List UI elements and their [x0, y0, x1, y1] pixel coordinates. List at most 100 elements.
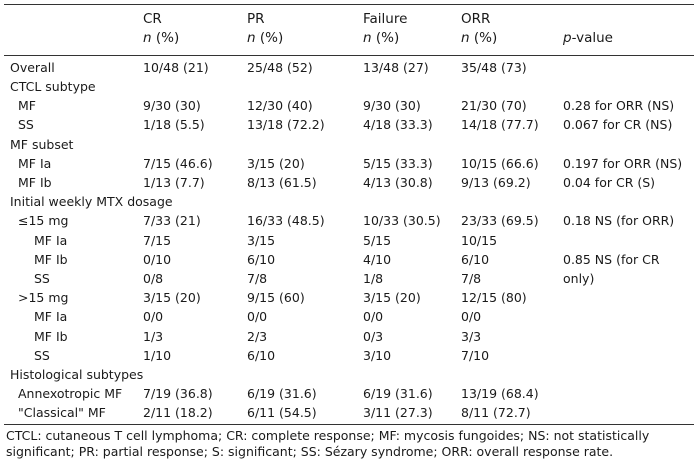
cell-orr: 6/10	[461, 252, 490, 267]
cell-pr: 6/10	[247, 348, 276, 363]
row-label: ≤15 mg	[18, 213, 69, 228]
cell-orr: 35/48 (73)	[461, 60, 527, 75]
cell-orr: 13/19 (68.4)	[461, 386, 539, 401]
table-top-rule	[4, 4, 694, 5]
cell-p: 0.18 NS (for ORR)	[563, 213, 675, 228]
cell-cr: 3/15 (20)	[143, 290, 201, 305]
cell-pr: 2/3	[247, 329, 268, 344]
subheader-unit: (%)	[371, 30, 400, 46]
column-header-pr: PR	[247, 11, 265, 27]
row-label: MF subset	[10, 137, 74, 152]
cell-fail: 6/19 (31.6)	[363, 386, 433, 401]
column-header-fail: Failure	[363, 11, 408, 27]
cell-orr: 8/11 (72.7)	[461, 405, 531, 420]
row-label: SS	[18, 117, 34, 132]
cell-orr: 10/15	[461, 233, 498, 248]
subheader-n: n	[461, 30, 470, 46]
subheader-unit: (%)	[151, 30, 180, 46]
column-subheader-orr: n (%)	[461, 31, 497, 46]
subheader-n: n	[247, 30, 256, 46]
cell-p: 0.067 for CR (NS)	[563, 117, 673, 132]
cell-pr: 7/8	[247, 271, 268, 286]
cell-orr: 0/0	[461, 309, 482, 324]
cell-pr: 9/15 (60)	[247, 290, 305, 305]
cell-cr: 9/30 (30)	[143, 98, 201, 113]
row-label: MF Ia	[18, 156, 52, 171]
cell-pr: 12/30 (40)	[247, 98, 313, 113]
cell-pr: 3/15 (20)	[247, 156, 305, 171]
row-label: MF Ib	[34, 252, 68, 267]
row-label: Overall	[10, 60, 55, 75]
cell-orr: 7/8	[461, 271, 482, 286]
cell-p: 0.85 NS (for CR	[563, 252, 660, 267]
column-subheader-cr: n (%)	[143, 31, 179, 46]
cell-pr: 6/10	[247, 252, 276, 267]
row-label: "Classical" MF	[18, 405, 106, 420]
cell-cr: 1/10	[143, 348, 172, 363]
cell-orr: 9/13 (69.2)	[461, 175, 531, 190]
column-header-cr: CR	[143, 11, 162, 27]
cell-p: 0.197 for ORR (NS)	[563, 156, 683, 171]
cell-pr: 25/48 (52)	[247, 60, 313, 75]
cell-cr: 0/0	[143, 309, 164, 324]
row-label: CTCL subtype	[10, 79, 96, 94]
row-label: SS	[34, 348, 50, 363]
cell-fail: 9/30 (30)	[363, 98, 421, 113]
cell-orr: 3/3	[461, 329, 482, 344]
cell-pr: 3/15	[247, 233, 276, 248]
row-label: MF Ia	[34, 233, 68, 248]
pvalue-p: p	[563, 30, 572, 46]
cell-cr: 2/11 (18.2)	[143, 405, 213, 420]
row-label: SS	[34, 271, 50, 286]
cell-fail: 1/8	[363, 271, 384, 286]
cell-cr: 1/18 (5.5)	[143, 117, 205, 132]
row-label: MF Ib	[18, 175, 52, 190]
row-label: Annexotropic MF	[18, 386, 123, 401]
row-label: MF Ia	[34, 309, 68, 324]
row-label: MF Ib	[34, 329, 68, 344]
column-subheader-fail: n (%)	[363, 31, 399, 46]
cell-pr: 0/0	[247, 309, 268, 324]
cell-fail: 4/10	[363, 252, 392, 267]
cell-p: only)	[563, 271, 595, 286]
cell-fail: 3/11 (27.3)	[363, 405, 433, 420]
column-header-orr: ORR	[461, 11, 491, 27]
cell-orr: 7/10	[461, 348, 490, 363]
cell-fail: 0/0	[363, 309, 384, 324]
column-subheader-pr: n (%)	[247, 31, 283, 46]
row-label: Histological subtypes	[10, 367, 144, 382]
cell-cr: 10/48 (21)	[143, 60, 209, 75]
cell-fail: 3/10	[363, 348, 392, 363]
cell-cr: 0/10	[143, 252, 172, 267]
cell-fail: 4/13 (30.8)	[363, 175, 433, 190]
subheader-unit: (%)	[255, 30, 284, 46]
cell-cr: 7/19 (36.8)	[143, 386, 213, 401]
cell-p: 0.04 for CR (S)	[563, 175, 656, 190]
cell-cr: 1/3	[143, 329, 164, 344]
subheader-unit: (%)	[469, 30, 498, 46]
cell-orr: 23/33 (69.5)	[461, 213, 539, 228]
cell-cr: 7/15 (46.6)	[143, 156, 213, 171]
cell-cr: 7/15	[143, 233, 172, 248]
pvalue-rest: -value	[571, 30, 613, 46]
cell-fail: 3/15 (20)	[363, 290, 421, 305]
cell-fail: 4/18 (33.3)	[363, 117, 433, 132]
cell-pr: 6/11 (54.5)	[247, 405, 317, 420]
cell-pr: 16/33 (48.5)	[247, 213, 325, 228]
cell-cr: 0/8	[143, 271, 164, 286]
cell-orr: 10/15 (66.6)	[461, 156, 539, 171]
table-bottom-rule	[4, 424, 694, 425]
subheader-n: n	[143, 30, 152, 46]
cell-pr: 6/19 (31.6)	[247, 386, 317, 401]
cell-orr: 12/15 (80)	[461, 290, 527, 305]
subheader-n: n	[363, 30, 372, 46]
table-header-rule	[4, 55, 694, 56]
cell-fail: 0/3	[363, 329, 384, 344]
cell-cr: 7/33 (21)	[143, 213, 201, 228]
cell-orr: 21/30 (70)	[461, 98, 527, 113]
cell-fail: 13/48 (27)	[363, 60, 429, 75]
cell-pr: 13/18 (72.2)	[247, 117, 325, 132]
column-header-pvalue: p-value	[563, 31, 613, 46]
cell-cr: 1/13 (7.7)	[143, 175, 205, 190]
cell-fail: 5/15 (33.3)	[363, 156, 433, 171]
